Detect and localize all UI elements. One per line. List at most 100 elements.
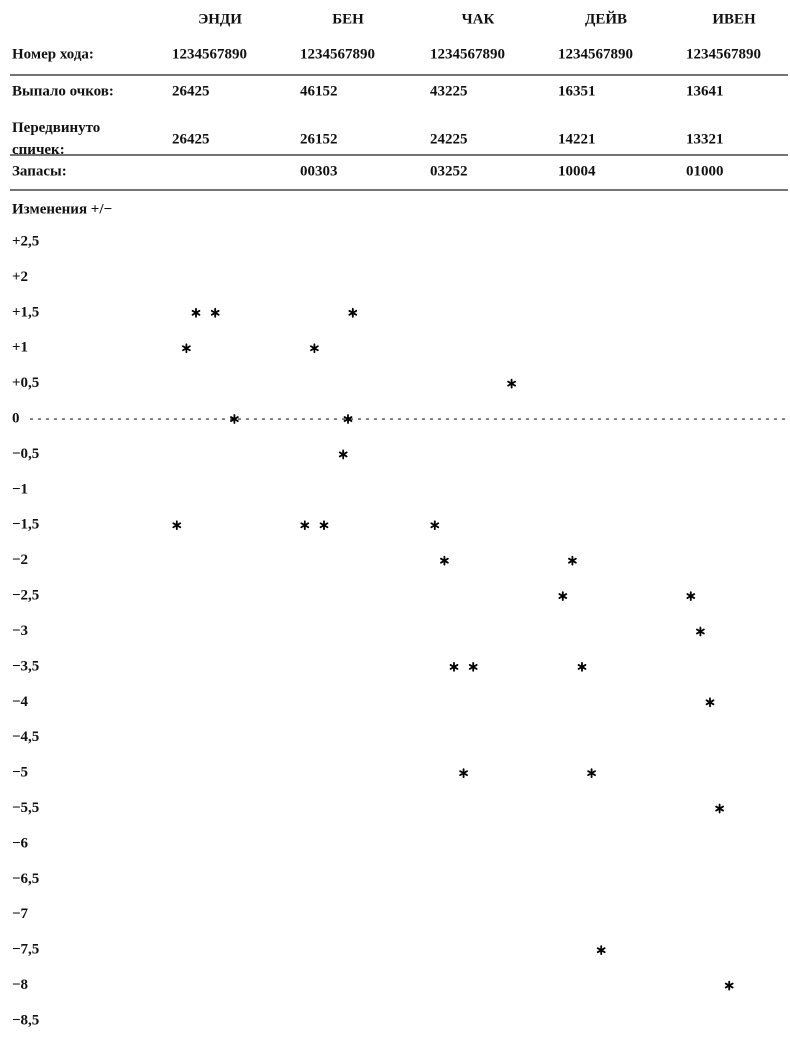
asterisk-stroke bbox=[587, 770, 596, 777]
cell: 1234567890 bbox=[172, 46, 247, 62]
y-tick-label: −4 bbox=[12, 694, 29, 710]
y-tick-label: −0,5 bbox=[12, 446, 39, 462]
data-point bbox=[696, 626, 705, 637]
y-tick-label: −6 bbox=[12, 835, 29, 851]
asterisk-stroke bbox=[319, 522, 329, 529]
asterisk-stroke bbox=[191, 309, 201, 316]
data-point bbox=[348, 307, 358, 318]
row-label: Запасы: bbox=[12, 163, 67, 179]
cell: 00303 bbox=[300, 163, 338, 179]
cell: 43225 bbox=[430, 83, 468, 99]
cell: 13641 bbox=[686, 83, 724, 99]
asterisk-stroke bbox=[338, 451, 348, 458]
asterisk-stroke bbox=[310, 345, 319, 352]
chart-title: Изменения +/− bbox=[12, 201, 112, 217]
asterisk-stroke bbox=[182, 345, 191, 352]
data-point bbox=[724, 980, 734, 991]
y-tick-label: +1,5 bbox=[12, 304, 39, 320]
y-tick-label: 0 bbox=[12, 410, 20, 426]
y-tick-label: −1 bbox=[12, 481, 28, 497]
asterisk-stroke bbox=[596, 947, 606, 954]
data-point bbox=[191, 307, 201, 318]
column-header: БЕН bbox=[332, 11, 364, 27]
data-point bbox=[343, 414, 353, 424]
asterisk-stroke bbox=[449, 664, 459, 670]
asterisk-stroke bbox=[230, 416, 239, 422]
data-point bbox=[440, 555, 449, 566]
column-header: ИВЕН bbox=[712, 11, 756, 27]
cell: 1234567890 bbox=[558, 46, 633, 62]
data-point bbox=[568, 555, 577, 566]
asterisk-stroke bbox=[577, 664, 587, 670]
data-point bbox=[468, 662, 478, 672]
data-point bbox=[338, 449, 348, 460]
cell: 26425 bbox=[172, 83, 210, 99]
cell: 26152 bbox=[300, 131, 338, 147]
column-header: ДЕЙВ bbox=[585, 10, 627, 27]
asterisk-stroke bbox=[686, 593, 696, 599]
data-point bbox=[686, 591, 696, 601]
asterisk-stroke bbox=[430, 522, 440, 529]
asterisk-stroke bbox=[715, 805, 724, 812]
data-point bbox=[310, 343, 319, 354]
cell: 01000 bbox=[686, 163, 724, 179]
y-tick-label: −7,5 bbox=[12, 942, 39, 958]
y-tick-label: −8,5 bbox=[12, 1012, 39, 1028]
asterisk-stroke bbox=[440, 557, 449, 564]
y-tick-label: +1 bbox=[12, 340, 28, 356]
y-tick-label: −7 bbox=[12, 906, 29, 922]
asterisk-stroke bbox=[343, 416, 353, 422]
cell: 03252 bbox=[430, 163, 468, 179]
asterisk-stroke bbox=[507, 380, 516, 387]
y-tick-label: −5 bbox=[12, 765, 28, 781]
data-point bbox=[430, 520, 440, 531]
y-tick-label: −1,5 bbox=[12, 517, 39, 533]
row-label: Номер хода: bbox=[12, 46, 94, 62]
asterisk-stroke bbox=[459, 770, 468, 777]
cell: 10004 bbox=[558, 163, 596, 179]
y-tick-label: +2,5 bbox=[12, 233, 39, 249]
cell: 1234567890 bbox=[686, 46, 761, 62]
data-point bbox=[558, 591, 568, 601]
y-tick-label: +2 bbox=[12, 269, 28, 285]
cell: 16351 bbox=[558, 83, 596, 99]
data-point bbox=[230, 414, 239, 424]
column-header: ЧАК bbox=[462, 11, 495, 27]
data-point bbox=[705, 697, 715, 708]
cell: 26425 bbox=[172, 131, 210, 147]
data-point bbox=[715, 803, 724, 814]
cell: 1234567890 bbox=[430, 46, 505, 62]
cell: 46152 bbox=[300, 83, 338, 99]
data-point bbox=[507, 378, 516, 389]
data-point bbox=[300, 520, 310, 531]
y-tick-label: −4,5 bbox=[12, 729, 39, 745]
asterisk-stroke bbox=[696, 628, 705, 635]
data-point bbox=[172, 520, 182, 531]
asterisk-stroke bbox=[724, 982, 734, 989]
data-point bbox=[182, 343, 191, 354]
data-point bbox=[596, 945, 606, 956]
y-tick-label: +0,5 bbox=[12, 375, 39, 391]
y-tick-label: −5,5 bbox=[12, 800, 39, 816]
asterisk-stroke bbox=[705, 699, 715, 706]
cell: 24225 bbox=[430, 131, 468, 147]
y-tick-label: −3 bbox=[12, 623, 28, 639]
cell: 1234567890 bbox=[300, 46, 375, 62]
asterisk-stroke bbox=[210, 309, 220, 316]
asterisk-stroke bbox=[348, 309, 358, 316]
data-point bbox=[210, 307, 220, 318]
cell: 14221 bbox=[558, 131, 596, 147]
y-tick-label: −6,5 bbox=[12, 871, 39, 887]
y-tick-label: −3,5 bbox=[12, 658, 39, 674]
data-point bbox=[577, 662, 587, 672]
asterisk-stroke bbox=[172, 522, 182, 529]
y-tick-label: −2 bbox=[12, 552, 28, 568]
column-header: ЭНДИ bbox=[198, 11, 242, 27]
asterisk-stroke bbox=[568, 557, 577, 564]
data-point bbox=[319, 520, 329, 531]
data-point bbox=[587, 768, 596, 779]
y-tick-label: −8 bbox=[12, 977, 28, 993]
asterisk-stroke bbox=[300, 522, 310, 529]
